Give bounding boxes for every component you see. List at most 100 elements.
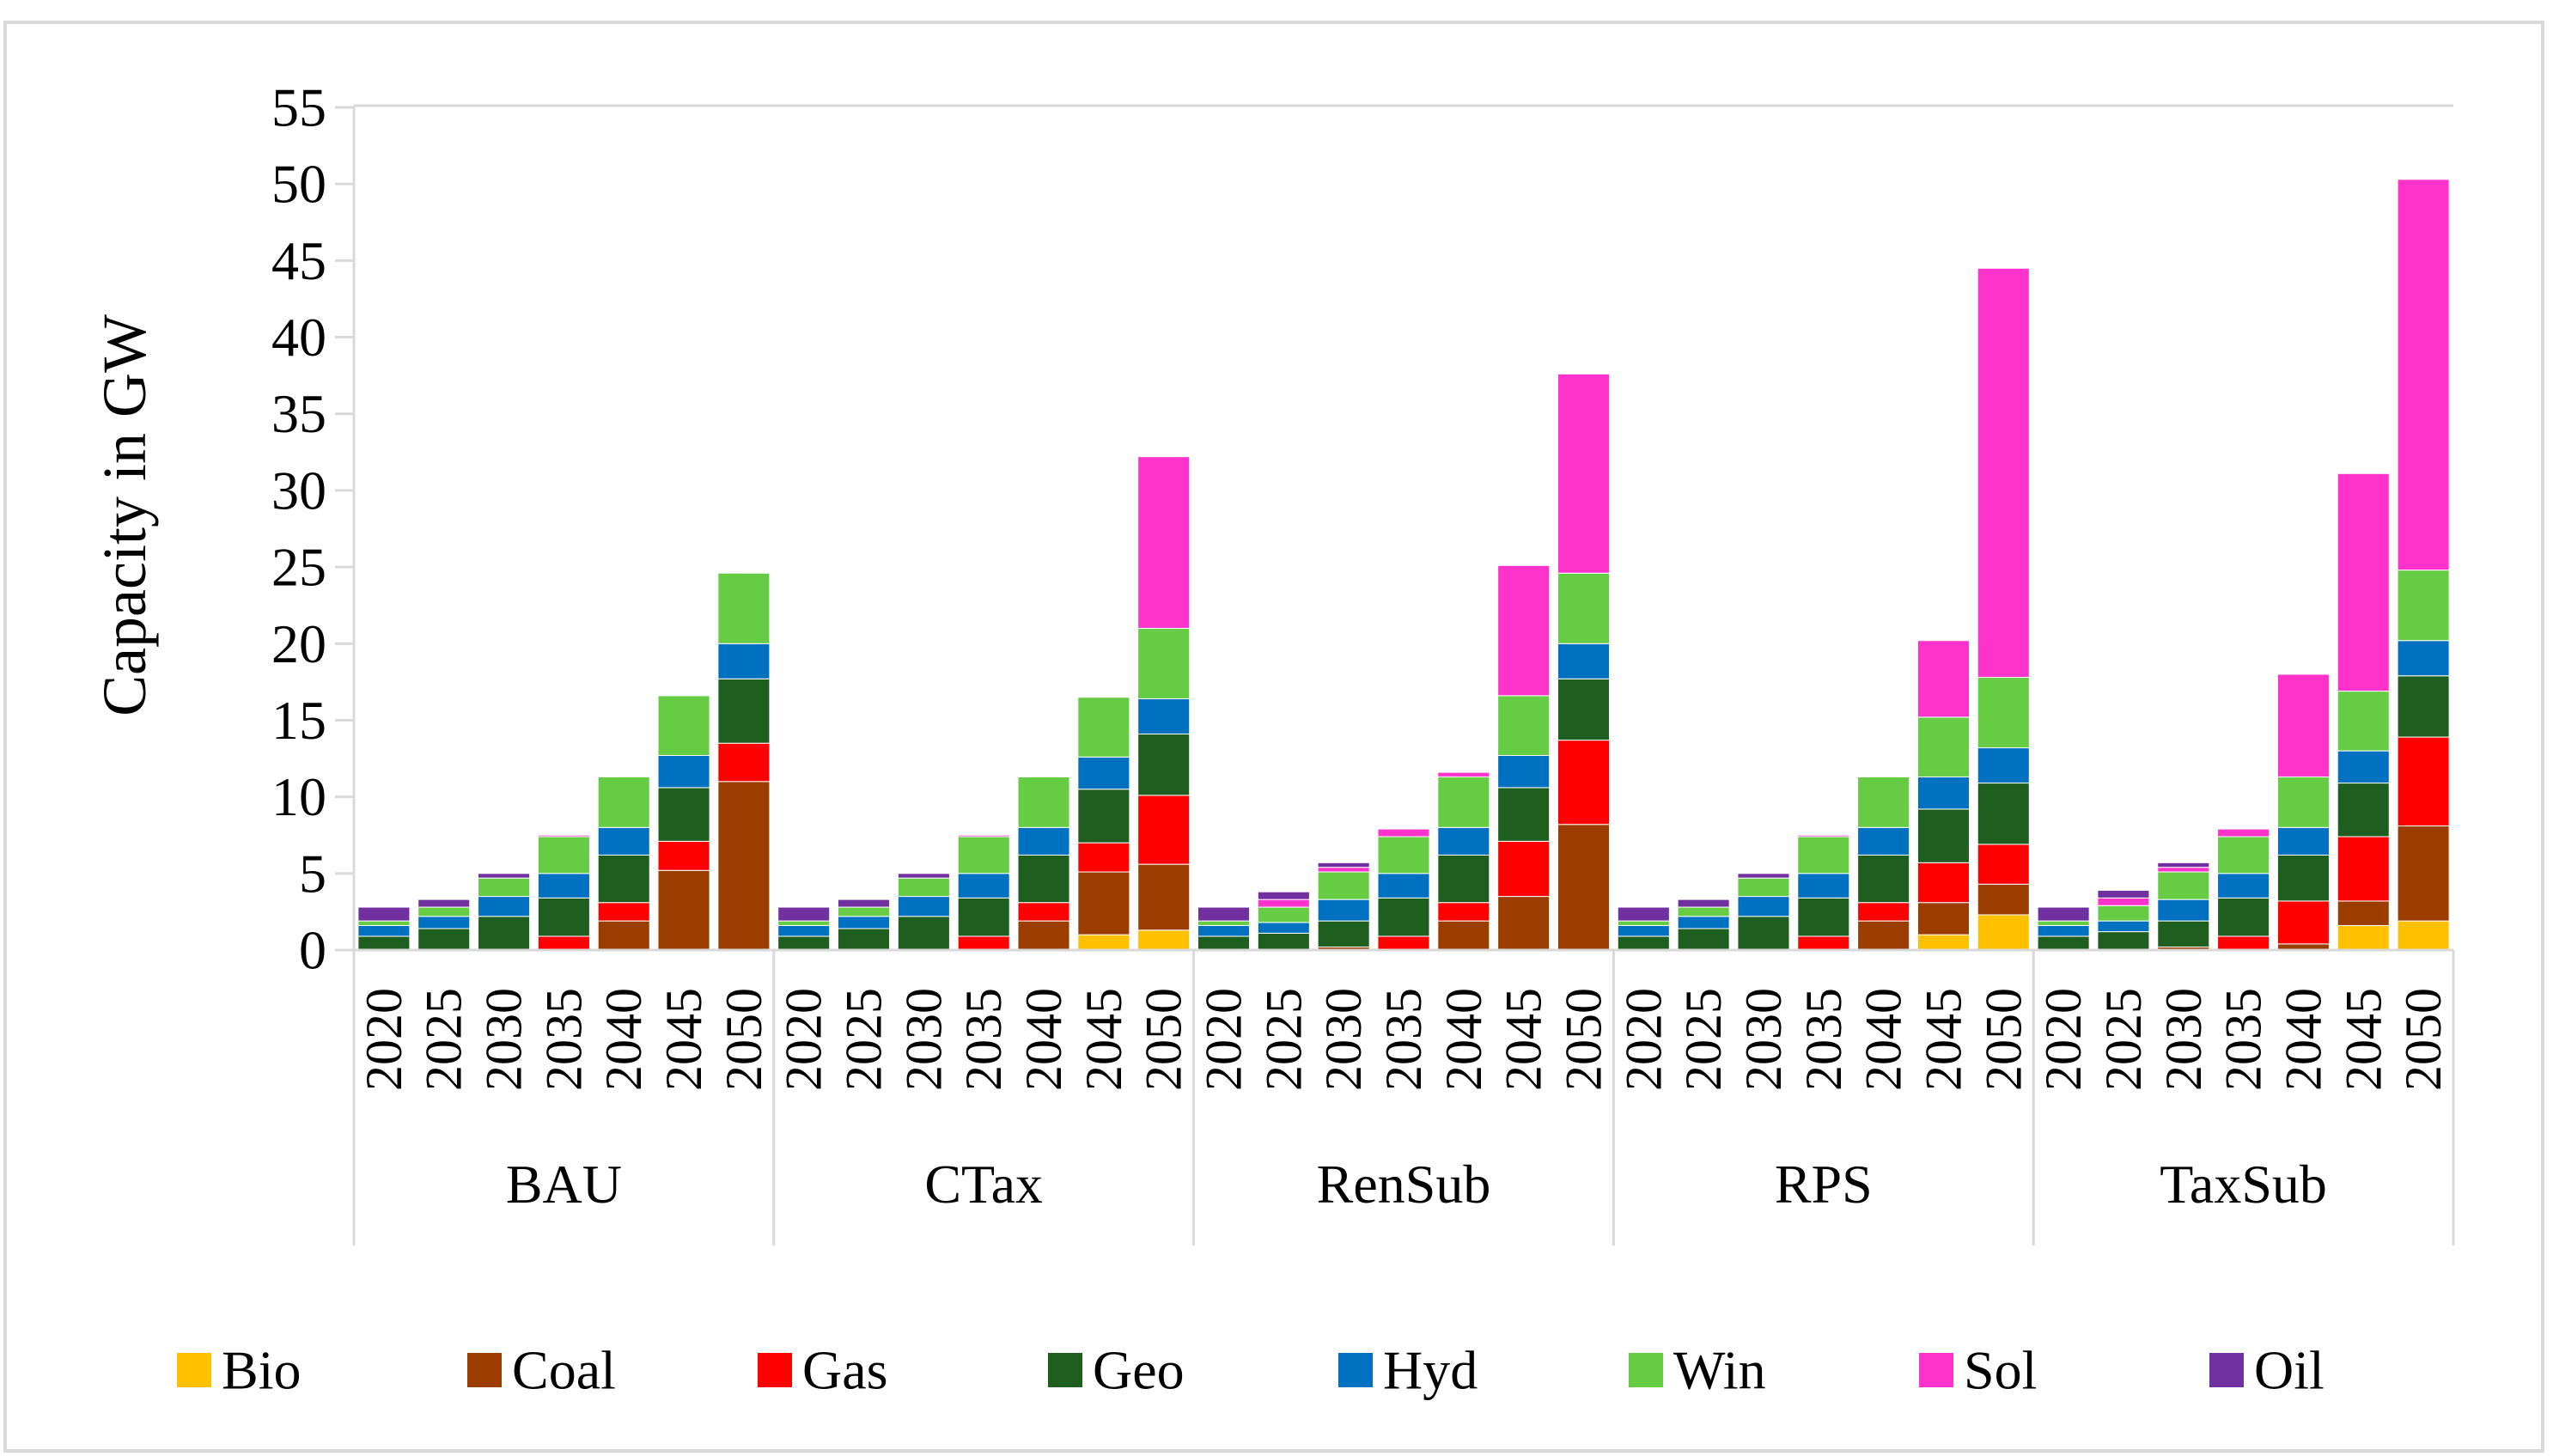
bar-segment-oil: [357, 906, 411, 922]
bar-segment-sol: [1377, 828, 1430, 838]
bar-segment-hyd: [2157, 899, 2210, 922]
bar-segment-oil: [897, 873, 950, 879]
x-group-label: TaxSub: [2160, 1154, 2327, 1215]
bar-segment-oil: [1317, 862, 1370, 868]
legend-label-coal: Coal: [512, 1340, 616, 1401]
bar-segment-win: [1257, 906, 1310, 923]
bar-segment-win: [357, 920, 411, 926]
bar-segment-bio: [1077, 934, 1130, 951]
x-group-label: CTax: [924, 1154, 1043, 1215]
x-tick-label-year: 2030: [1735, 988, 1792, 1091]
bar-segment-geo: [838, 928, 891, 951]
bar-segment-geo: [357, 935, 411, 951]
bar-segment-hyd: [717, 643, 771, 679]
bar-segment-geo: [717, 678, 771, 744]
x-tick-label-year: 2035: [1795, 988, 1852, 1091]
bar-segment-coal: [1017, 920, 1070, 951]
bar-segment-win: [2276, 776, 2330, 828]
bar-segment-sol: [537, 834, 590, 838]
bar-segment-oil: [478, 873, 531, 879]
bar-segment-geo: [1077, 789, 1130, 844]
bar-segment-geo: [2157, 920, 2210, 947]
bar-segment-win: [2097, 905, 2150, 922]
legend-label-oil: Oil: [2254, 1340, 2325, 1401]
bar-segment-win: [1977, 677, 2030, 749]
bar-segment-hyd: [1077, 756, 1130, 790]
bar-segment-gas: [717, 742, 771, 783]
bar-segment-hyd: [1857, 826, 1910, 856]
bar-segment-bio: [2337, 924, 2390, 951]
bar-segment-hyd: [1377, 873, 1430, 899]
bar-segment-bio: [1977, 914, 2030, 951]
x-tick-label-year: 2035: [535, 988, 592, 1091]
bar-segment-gas: [957, 935, 1010, 951]
bar-segment-geo: [2097, 931, 2150, 951]
bar-segment-win: [1197, 920, 1251, 926]
bar-segment-win: [1437, 776, 1490, 828]
bar-segment-geo: [1257, 932, 1310, 951]
bar-segment-win: [657, 695, 710, 756]
x-tick-label-year: 2030: [1315, 988, 1372, 1091]
bar-segment-sol: [1437, 771, 1490, 777]
bar-segment-gas: [2276, 900, 2330, 945]
bar-segment-hyd: [777, 924, 831, 937]
bar-segment-geo: [1797, 897, 1850, 937]
bar-segment-sol: [2097, 897, 2150, 906]
bar-segment-gas: [1077, 842, 1130, 873]
bar-segment-gas: [657, 840, 710, 871]
y-tick-label: 5: [299, 843, 326, 904]
x-tick-label-year: 2050: [1555, 988, 1612, 1091]
bar-segment-win: [1797, 836, 1850, 874]
bar-segment-coal: [2397, 825, 2450, 922]
bar-segment-hyd: [1017, 826, 1070, 856]
bar-segment-geo: [2337, 783, 2390, 838]
bar-segment-sol: [2337, 472, 2390, 692]
bar-segment-coal: [717, 781, 771, 951]
bar-segment-coal: [1077, 871, 1130, 935]
bar-segment-coal: [657, 869, 710, 951]
bar-segment-sol: [1916, 640, 1970, 718]
bar-segment-oil: [1257, 891, 1310, 900]
x-tick-label-year: 2030: [895, 988, 952, 1091]
legend-swatch-win: [1629, 1353, 1663, 1387]
bar-segment-hyd: [1677, 916, 1730, 929]
legend-swatch-sol: [1919, 1353, 1953, 1387]
bar-segment-hyd: [417, 916, 471, 929]
x-tick-label-year: 2020: [776, 988, 832, 1091]
bar-segment-win: [2217, 836, 2270, 874]
bar-segment-geo: [2037, 935, 2090, 951]
bar-segment-win: [478, 877, 531, 898]
bar-segment-gas: [1437, 902, 1490, 922]
bar-segment-win: [1916, 716, 1970, 777]
bar-segment-hyd: [1916, 776, 1970, 810]
legend-label-sol: Sol: [1964, 1340, 2037, 1401]
bar-segment-geo: [957, 897, 1010, 937]
bar-segment-geo: [1377, 897, 1430, 937]
x-tick-label-year: 2025: [1255, 988, 1312, 1091]
bar-segment-win: [838, 906, 891, 917]
bar-segment-oil: [1197, 906, 1251, 922]
legend-swatch-coal: [467, 1353, 502, 1387]
x-group-label: BAU: [506, 1154, 622, 1215]
bar-segment-sol: [2397, 179, 2450, 571]
x-tick-label-year: 2035: [2215, 988, 2272, 1091]
bar-segment-hyd: [1617, 924, 1670, 937]
bar-segment-hyd: [2397, 640, 2450, 677]
x-tick-label-year: 2040: [595, 988, 652, 1091]
bar-segment-win: [1617, 920, 1670, 926]
bar-segment-oil: [1677, 899, 1730, 908]
bar-segment-hyd: [1497, 754, 1551, 789]
x-group-label: RenSub: [1317, 1154, 1491, 1215]
legend-label-bio: Bio: [222, 1340, 301, 1401]
x-tick-label-year: 2025: [1675, 988, 1732, 1091]
y-tick-label: 45: [271, 230, 326, 291]
bar-segment-win: [717, 572, 771, 644]
bar-segment-win: [537, 836, 590, 874]
bar-segment-sol: [1977, 267, 2030, 679]
x-tick-label-year: 2045: [1915, 988, 1971, 1091]
x-tick-label-year: 2040: [2275, 988, 2331, 1091]
x-tick-label-year: 2020: [1196, 988, 1252, 1091]
bar-segment-gas: [1557, 740, 1611, 825]
bar-segment-gas: [1977, 844, 2030, 885]
